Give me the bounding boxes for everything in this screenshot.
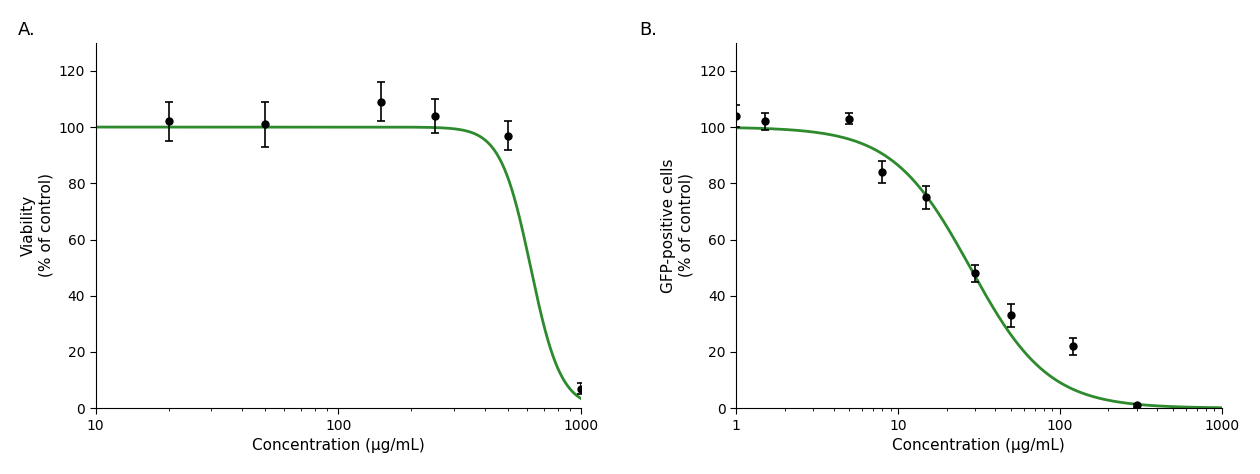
Text: B.: B. <box>639 21 656 39</box>
Y-axis label: Viability
(% of control): Viability (% of control) <box>21 173 53 277</box>
Text: A.: A. <box>18 21 35 39</box>
Y-axis label: GFP-positive cells
(% of control): GFP-positive cells (% of control) <box>662 158 694 293</box>
X-axis label: Concentration (μg/mL): Concentration (μg/mL) <box>252 438 425 453</box>
X-axis label: Concentration (μg/mL): Concentration (μg/mL) <box>892 438 1065 453</box>
